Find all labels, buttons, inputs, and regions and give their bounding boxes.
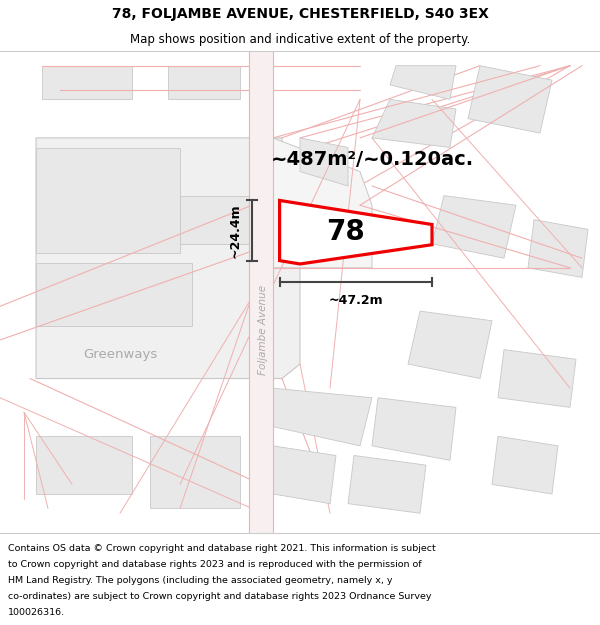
Polygon shape xyxy=(348,456,426,513)
Polygon shape xyxy=(468,66,552,133)
Polygon shape xyxy=(36,138,300,379)
Text: Map shows position and indicative extent of the property.: Map shows position and indicative extent… xyxy=(130,34,470,46)
Text: ~24.4m: ~24.4m xyxy=(229,203,242,258)
Polygon shape xyxy=(36,148,180,253)
Text: 100026316.: 100026316. xyxy=(8,608,65,618)
Text: ~487m²/~0.120ac.: ~487m²/~0.120ac. xyxy=(271,150,473,169)
Text: Foljambe Avenue: Foljambe Avenue xyxy=(258,285,268,376)
Text: 78, FOLJAMBE AVENUE, CHESTERFIELD, S40 3EX: 78, FOLJAMBE AVENUE, CHESTERFIELD, S40 3… xyxy=(112,7,488,21)
Polygon shape xyxy=(273,138,372,268)
Polygon shape xyxy=(492,436,558,494)
Polygon shape xyxy=(498,349,576,408)
Polygon shape xyxy=(273,446,336,504)
Polygon shape xyxy=(280,201,432,264)
Polygon shape xyxy=(300,138,348,186)
Polygon shape xyxy=(249,51,273,532)
Polygon shape xyxy=(372,99,456,148)
Text: Greenways: Greenways xyxy=(83,348,157,361)
Polygon shape xyxy=(168,66,240,99)
Text: HM Land Registry. The polygons (including the associated geometry, namely x, y: HM Land Registry. The polygons (includin… xyxy=(8,576,392,585)
Polygon shape xyxy=(408,311,492,379)
Text: co-ordinates) are subject to Crown copyright and database rights 2023 Ordnance S: co-ordinates) are subject to Crown copyr… xyxy=(8,592,431,601)
Text: ~47.2m: ~47.2m xyxy=(328,294,383,307)
Polygon shape xyxy=(390,66,456,99)
Polygon shape xyxy=(432,196,516,258)
Polygon shape xyxy=(372,398,456,460)
Polygon shape xyxy=(36,263,192,326)
Polygon shape xyxy=(180,196,252,244)
Polygon shape xyxy=(150,436,240,509)
Polygon shape xyxy=(273,388,372,446)
Polygon shape xyxy=(528,219,588,278)
Polygon shape xyxy=(36,436,132,494)
Text: 78: 78 xyxy=(326,217,364,246)
Polygon shape xyxy=(42,66,132,99)
Text: Contains OS data © Crown copyright and database right 2021. This information is : Contains OS data © Crown copyright and d… xyxy=(8,544,436,552)
Text: to Crown copyright and database rights 2023 and is reproduced with the permissio: to Crown copyright and database rights 2… xyxy=(8,560,421,569)
